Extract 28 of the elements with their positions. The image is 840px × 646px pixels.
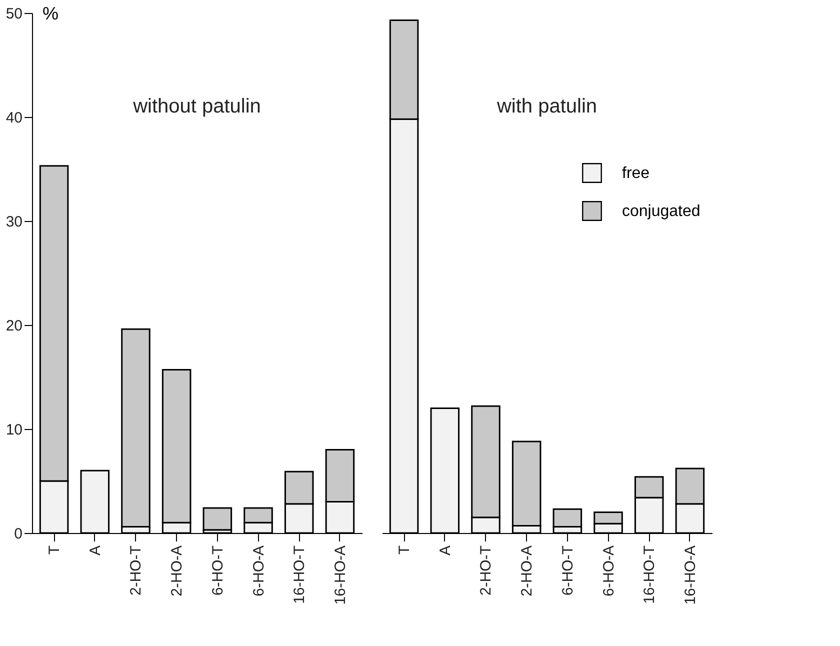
y-tick-label: 40 (6, 110, 22, 126)
y-tick-label: 30 (6, 214, 22, 230)
x-tick-label: A (436, 546, 454, 556)
y-tick-label: 0 (14, 526, 22, 542)
x-tick-label: 2-HO-A (518, 546, 536, 596)
y-tick-label: 20 (6, 318, 22, 334)
x-tick-label: T (396, 546, 414, 555)
text: with patulin (496, 96, 598, 118)
x-tick-label: 2-HO-T (478, 546, 495, 596)
y-axis-title: % (42, 4, 59, 24)
bar (202, 507, 232, 531)
y-tick-label: 10 (6, 422, 22, 438)
legend-label: conjugated (622, 203, 700, 220)
x-tick-label: 6-HO-A (250, 546, 268, 596)
x-tick-label: 16-HO-A (682, 546, 699, 605)
x-tick-label: 6-HO-A (600, 546, 618, 596)
legend-label: free (622, 165, 650, 182)
x-tick-label: T (46, 546, 64, 555)
y-tick-label: 50 (6, 6, 22, 22)
x-tick-label: A (86, 546, 104, 556)
text: without patulin (132, 96, 261, 118)
x-tick-label: 16-HO-T (641, 546, 658, 604)
x-tick-label: 2-HO-T (128, 546, 145, 596)
x-tick-label: 16-HO-T (291, 546, 308, 604)
x-tick-label: 6-HO-T (559, 546, 576, 596)
x-tick-label: 6-HO-T (209, 546, 226, 596)
x-tick-label: 16-HO-A (332, 546, 349, 605)
x-tick-label: 2-HO-A (168, 546, 186, 596)
